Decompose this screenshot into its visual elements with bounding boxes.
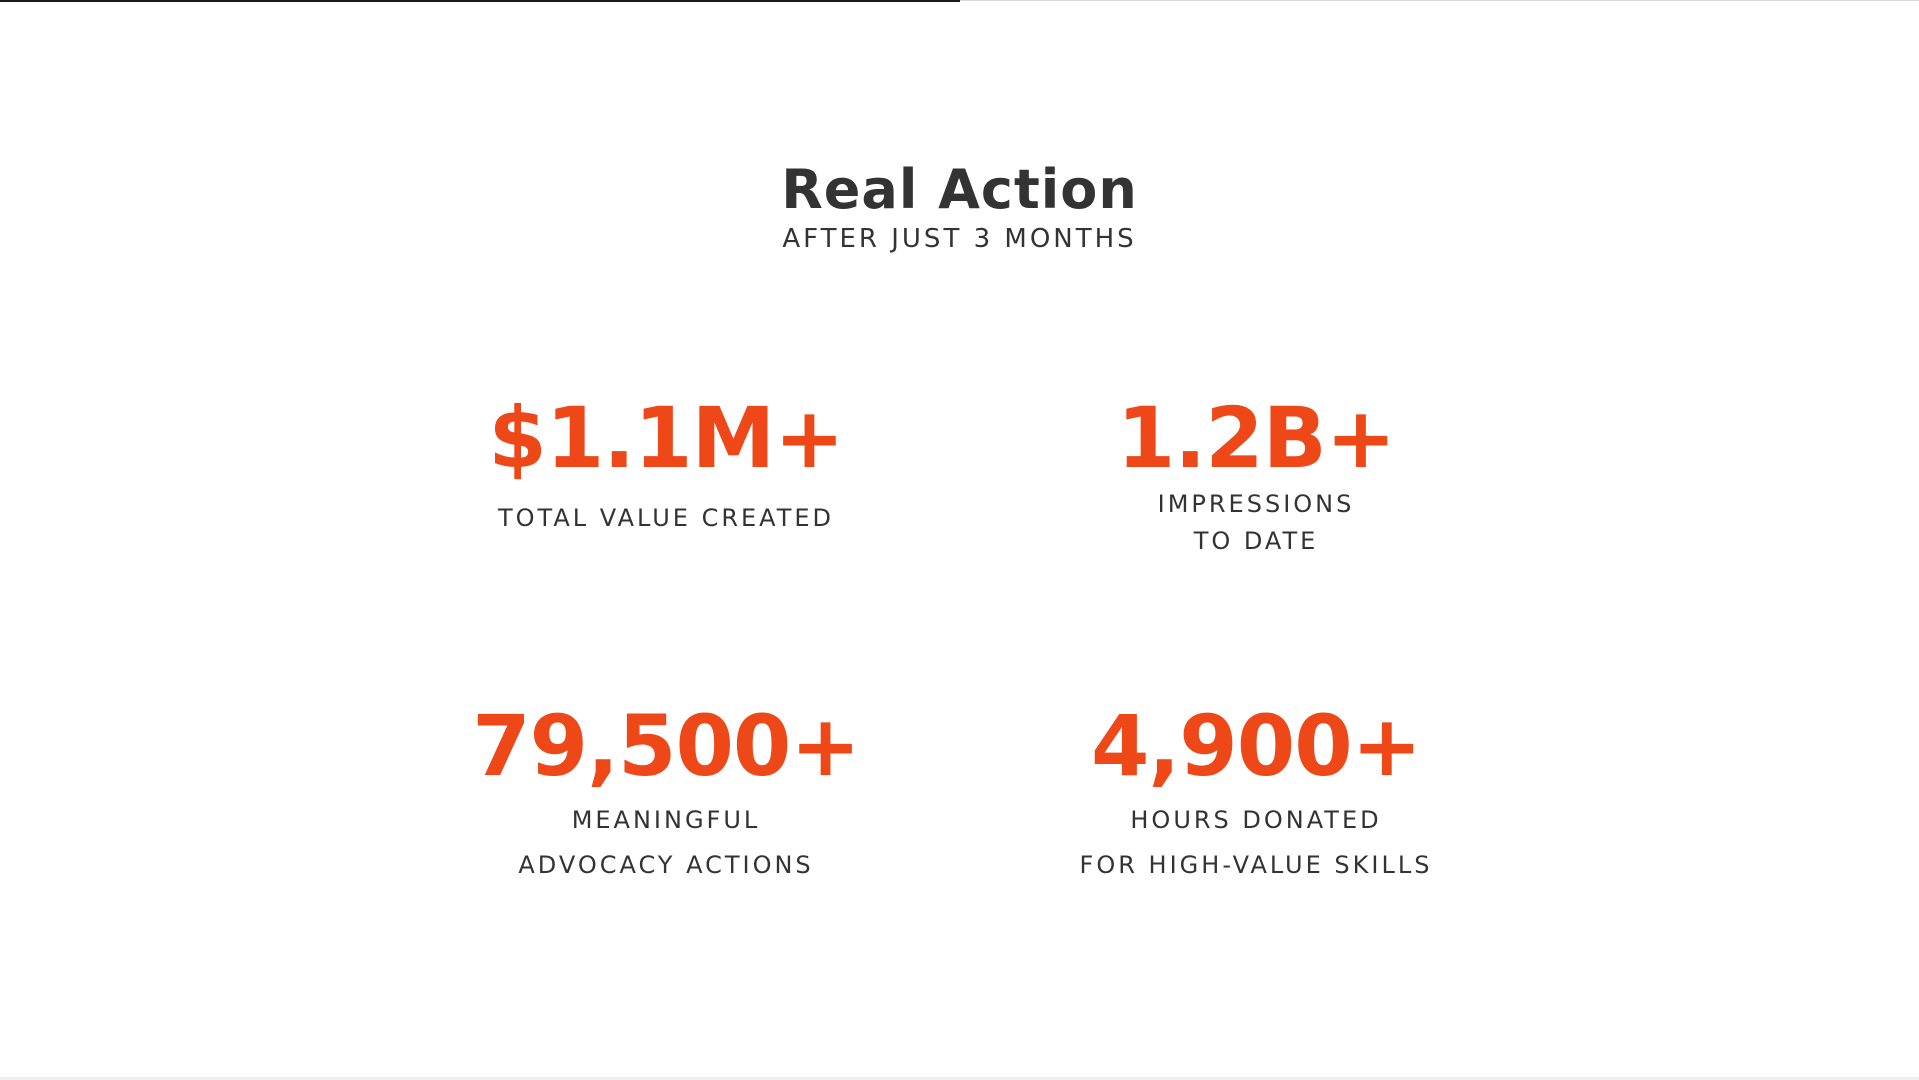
stat-hours-donated: 4,900+ HOURS DONATED FOR HIGH-VALUE SKIL… [956,700,1556,882]
stat-value: 4,900+ [1090,697,1422,795]
section-header: Real Action AFTER JUST 3 MONTHS [0,158,1919,255]
stat-value: 79,500+ [472,697,861,795]
stat-value: $1.1M+ [488,389,844,487]
page-title: Real Action [781,158,1138,221]
top-divider-light [960,0,1919,1]
stat-advocacy-actions: 79,500+ MEANINGFUL ADVOCACY ACTIONS [366,700,966,882]
stat-total-value: $1.1M+ TOTAL VALUE CREATED [366,392,966,535]
stat-label-line: TOTAL VALUE CREATED [497,504,835,532]
stat-label-line: ADVOCACY ACTIONS [518,851,814,879]
stat-label-line: IMPRESSIONS [1157,490,1355,518]
bottom-divider [0,1077,1919,1080]
stat-impressions: 1.2B+ IMPRESSIONS TO DATE [956,392,1556,558]
top-divider [0,0,960,2]
stat-label-line: TO DATE [1193,527,1319,555]
stat-label-line: FOR HIGH-VALUE SKILLS [1079,851,1433,879]
stat-value: 1.2B+ [1116,389,1396,487]
stat-label-line: HOURS DONATED [1130,806,1382,834]
stat-label-line: MEANINGFUL [571,806,761,834]
page-subtitle: AFTER JUST 3 MONTHS [782,224,1137,254]
